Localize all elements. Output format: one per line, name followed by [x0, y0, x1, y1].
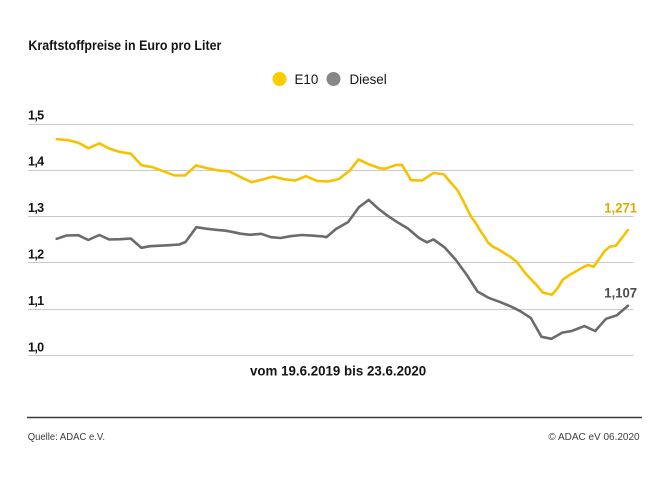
svg-text:1,271: 1,271 [604, 201, 637, 216]
svg-text:E10: E10 [295, 72, 319, 87]
svg-text:1,3: 1,3 [28, 201, 44, 215]
svg-text:1,4: 1,4 [28, 155, 44, 169]
svg-text:1,0: 1,0 [28, 340, 44, 354]
svg-text:vom 19.6.2019 bis 23.6.2020: vom 19.6.2019 bis 23.6.2020 [250, 363, 426, 379]
svg-text:© ADAC eV 06.2020: © ADAC eV 06.2020 [548, 432, 639, 443]
svg-text:1,107: 1,107 [604, 285, 637, 300]
svg-text:1,2: 1,2 [28, 248, 44, 262]
svg-text:Quelle: ADAC e.V.: Quelle: ADAC e.V. [28, 432, 105, 443]
svg-text:1,5: 1,5 [28, 108, 44, 122]
svg-text:Diesel: Diesel [350, 72, 387, 87]
svg-text:Kraftstoffpreise in Euro pro L: Kraftstoffpreise in Euro pro Liter [28, 37, 221, 53]
svg-text:1,1: 1,1 [28, 294, 44, 308]
